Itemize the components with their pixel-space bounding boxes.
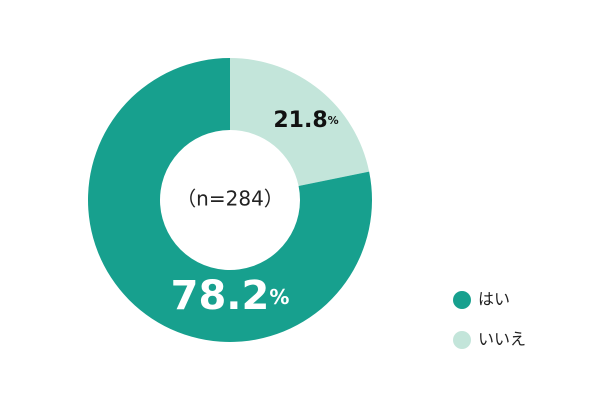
donut-slice [230,58,370,187]
legend-marker [453,291,471,309]
legend-label: いいえ [478,330,526,349]
donut-slice [88,58,372,343]
center-label: （n=284） [176,187,284,211]
value-label: 78.2% [171,273,290,319]
legend-marker [453,331,471,349]
legend-label: はい [478,290,510,309]
value-label: 21.8% [273,108,338,133]
